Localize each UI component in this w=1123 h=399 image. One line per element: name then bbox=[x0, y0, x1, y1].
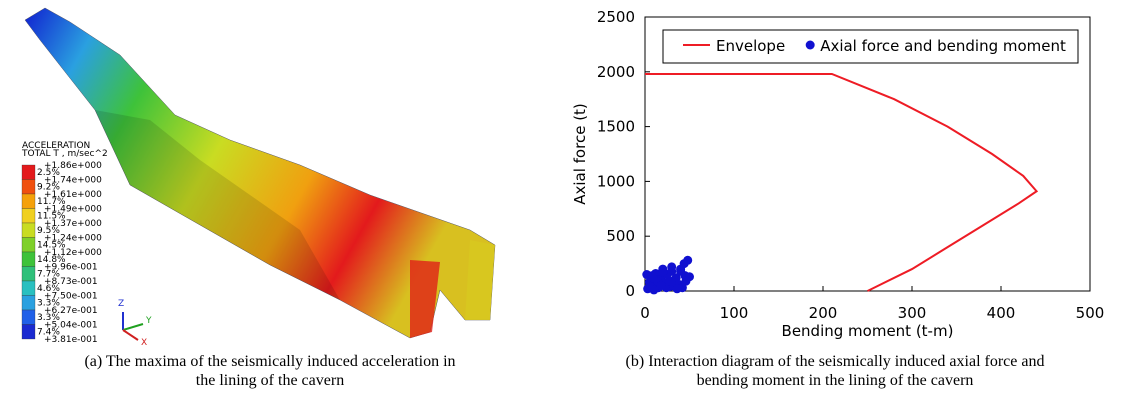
y-tick-label: 1500 bbox=[597, 118, 635, 136]
plot: 0 100 200 300 400 500 0 500 1000 1500 2000 2500 Bend… bbox=[571, 8, 1104, 340]
percent-label: 2.5% bbox=[37, 168, 60, 178]
axis-triad-label: X bbox=[141, 338, 147, 348]
color-swatch bbox=[22, 223, 35, 238]
percent-label: 3.3% bbox=[37, 313, 60, 323]
x-tick-label: 500 bbox=[1076, 304, 1105, 322]
data-point bbox=[681, 277, 690, 286]
data-point bbox=[657, 281, 666, 290]
caption: bending moment in the lining of the cave… bbox=[697, 372, 974, 389]
caption: (b) Interaction diagram of the seismical… bbox=[626, 353, 1045, 370]
percent-label: 9.5% bbox=[37, 226, 60, 236]
percent-label: 11.5% bbox=[37, 212, 66, 222]
percent-label: 11.7% bbox=[37, 197, 66, 207]
caption: (a) The maxima of the seismically induce… bbox=[84, 353, 455, 370]
color-swatch bbox=[22, 165, 35, 180]
color-swatch bbox=[22, 252, 35, 267]
color-swatch bbox=[22, 209, 35, 224]
x-tick-label: 400 bbox=[987, 304, 1016, 322]
color-swatch bbox=[22, 296, 35, 311]
legend-label: Envelope bbox=[716, 37, 785, 55]
data-point bbox=[665, 277, 674, 286]
y-tick-label: 0 bbox=[625, 282, 635, 300]
fem-model bbox=[25, 8, 495, 340]
y-tick-label: 2000 bbox=[597, 63, 635, 81]
data-point bbox=[680, 259, 689, 268]
percent-label: 7.7% bbox=[37, 270, 60, 280]
y-tick-label: 1000 bbox=[597, 172, 635, 190]
color-swatch bbox=[22, 238, 35, 253]
legend-title: TOTAL T , m/sec^2 bbox=[21, 149, 108, 159]
axis-triad-label: Y bbox=[145, 316, 152, 326]
data-point bbox=[658, 268, 667, 277]
axis-triad-label: Z bbox=[118, 299, 124, 309]
y-axis-label: Axial force (t) bbox=[571, 103, 589, 205]
envelope-line bbox=[645, 74, 1037, 291]
percent-label: 3.3% bbox=[37, 299, 60, 309]
color-swatch bbox=[22, 180, 35, 195]
data-point bbox=[676, 267, 685, 276]
color-swatch bbox=[22, 281, 35, 296]
percent-label: 4.6% bbox=[37, 284, 60, 294]
y-tick-label: 2500 bbox=[597, 8, 635, 26]
x-tick-label: 300 bbox=[898, 304, 927, 322]
x-axis-label: Bending moment (t-m) bbox=[782, 322, 954, 340]
data-point bbox=[649, 273, 658, 282]
x-tick-label: 0 bbox=[640, 304, 650, 322]
color-swatch bbox=[22, 310, 35, 325]
color-swatch bbox=[22, 325, 35, 340]
color-swatch bbox=[22, 194, 35, 209]
percent-label: 7.4% bbox=[37, 328, 60, 338]
x-tick-label: 200 bbox=[809, 304, 838, 322]
caption: the lining of the cavern bbox=[196, 372, 344, 389]
percent-label: 14.5% bbox=[37, 241, 66, 251]
figure: ACCELERATIONTOTAL T , m/sec^2+1.86e+000+… bbox=[0, 0, 1123, 399]
data-point bbox=[673, 284, 682, 293]
x-tick-label: 100 bbox=[720, 304, 749, 322]
y-tick-label: 500 bbox=[606, 227, 635, 245]
data-point bbox=[667, 262, 676, 271]
color-swatch bbox=[22, 267, 35, 282]
legend-marker bbox=[806, 41, 815, 50]
percent-label: 9.2% bbox=[37, 183, 60, 193]
percent-label: 14.8% bbox=[37, 255, 66, 265]
legend-label: Axial force and bending moment bbox=[820, 37, 1066, 55]
